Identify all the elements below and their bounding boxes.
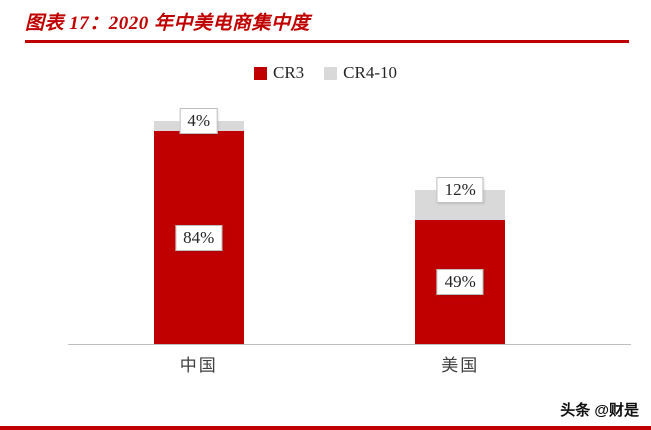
- title-underline: [25, 40, 629, 43]
- value-label-cr4-10: 4%: [179, 108, 219, 135]
- legend-swatch-icon: [324, 66, 338, 80]
- watermark: 头条 @财是: [560, 402, 639, 419]
- figure-title: 图表 17：2020 年中美电商集中度: [25, 13, 311, 34]
- value-label-cr3: 49%: [436, 269, 484, 296]
- chart-legend: CR3 CR4-10: [0, 63, 651, 83]
- legend-label: CR3: [272, 63, 305, 82]
- value-label-cr3: 84%: [175, 224, 223, 251]
- legend-swatch-icon: [253, 66, 267, 80]
- x-axis: 中国 美国: [68, 351, 631, 376]
- bar-group: 12% 49%: [415, 91, 506, 344]
- bar-group: 4% 84%: [153, 91, 244, 344]
- legend-item-cr4-10: CR4-10: [324, 63, 397, 83]
- legend-label: CR4-10: [343, 63, 398, 82]
- bottom-rule: [0, 426, 651, 430]
- legend-item-cr3: CR3: [253, 63, 305, 83]
- x-axis-label: 中国: [179, 356, 218, 375]
- chart: CR3 CR4-10 4% 84% 12% 49% 中国 美国: [0, 63, 651, 376]
- figure: 图表 17：2020 年中美电商集中度 CR3 CR4-10 4% 84% 12% 49…: [0, 8, 651, 430]
- x-axis-label: 美国: [441, 356, 480, 375]
- value-label-cr4-10: 12%: [436, 176, 484, 203]
- plot-area: 4% 84% 12% 49%: [68, 91, 631, 345]
